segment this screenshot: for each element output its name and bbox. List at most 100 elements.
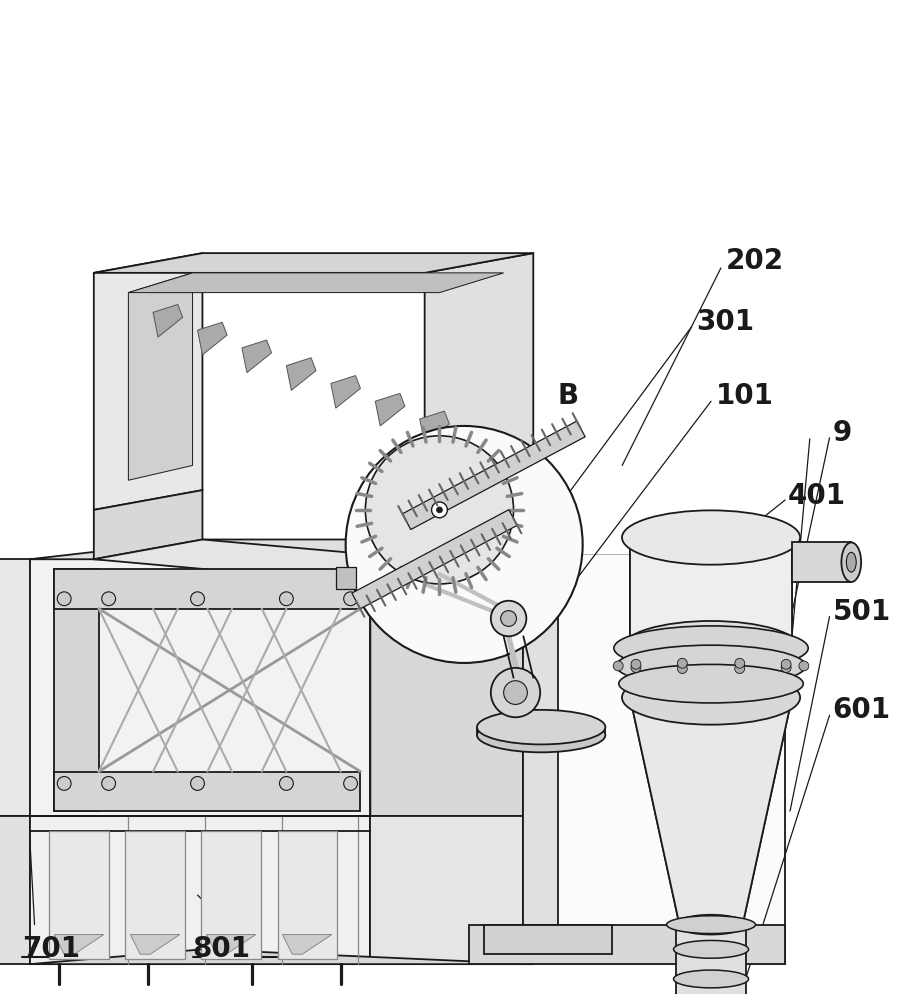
- Circle shape: [279, 592, 294, 606]
- Polygon shape: [94, 273, 197, 490]
- Polygon shape: [331, 376, 360, 408]
- Polygon shape: [197, 322, 227, 355]
- Circle shape: [346, 426, 583, 663]
- Circle shape: [432, 502, 448, 518]
- Polygon shape: [153, 304, 183, 337]
- Ellipse shape: [614, 626, 808, 670]
- Circle shape: [735, 664, 744, 673]
- Circle shape: [343, 777, 358, 790]
- Polygon shape: [30, 559, 370, 816]
- Ellipse shape: [674, 970, 749, 988]
- Circle shape: [191, 592, 205, 606]
- Polygon shape: [202, 831, 260, 959]
- Text: 9: 9: [833, 419, 851, 447]
- Ellipse shape: [677, 915, 746, 935]
- Polygon shape: [125, 831, 185, 959]
- Circle shape: [491, 668, 541, 717]
- Polygon shape: [366, 554, 528, 574]
- Circle shape: [279, 777, 294, 790]
- Polygon shape: [484, 925, 613, 954]
- Polygon shape: [54, 569, 99, 811]
- Polygon shape: [94, 540, 424, 579]
- Circle shape: [678, 658, 687, 668]
- Polygon shape: [403, 421, 585, 530]
- Polygon shape: [366, 589, 494, 607]
- Circle shape: [58, 777, 71, 790]
- Ellipse shape: [622, 510, 800, 565]
- Circle shape: [102, 592, 115, 606]
- Ellipse shape: [619, 664, 804, 703]
- Ellipse shape: [674, 940, 749, 958]
- Ellipse shape: [842, 542, 861, 582]
- Polygon shape: [630, 538, 792, 648]
- Polygon shape: [131, 935, 179, 954]
- Text: 401: 401: [788, 482, 846, 510]
- Polygon shape: [94, 253, 203, 510]
- Polygon shape: [424, 485, 533, 559]
- Circle shape: [504, 681, 527, 704]
- Circle shape: [678, 664, 687, 673]
- Polygon shape: [94, 253, 533, 273]
- Polygon shape: [242, 340, 271, 373]
- Polygon shape: [30, 540, 533, 559]
- Polygon shape: [376, 393, 405, 426]
- Polygon shape: [282, 935, 332, 954]
- Polygon shape: [424, 253, 533, 505]
- Polygon shape: [420, 411, 450, 444]
- Polygon shape: [128, 273, 504, 293]
- Polygon shape: [278, 831, 337, 959]
- Polygon shape: [30, 949, 533, 964]
- Circle shape: [614, 661, 623, 671]
- Ellipse shape: [667, 916, 755, 934]
- Circle shape: [781, 659, 791, 669]
- Circle shape: [343, 592, 358, 606]
- Polygon shape: [336, 567, 356, 589]
- Ellipse shape: [622, 621, 800, 675]
- Polygon shape: [206, 935, 256, 954]
- Text: 301: 301: [696, 308, 754, 336]
- Circle shape: [501, 611, 516, 626]
- Polygon shape: [523, 554, 558, 935]
- Text: 601: 601: [833, 696, 890, 724]
- Polygon shape: [54, 935, 104, 954]
- Polygon shape: [630, 698, 792, 925]
- Circle shape: [102, 777, 115, 790]
- Circle shape: [58, 592, 71, 606]
- Polygon shape: [469, 925, 785, 964]
- Polygon shape: [50, 831, 109, 959]
- Polygon shape: [30, 816, 370, 964]
- Polygon shape: [677, 925, 746, 1000]
- Ellipse shape: [477, 718, 605, 752]
- Text: 202: 202: [726, 247, 784, 275]
- Polygon shape: [0, 816, 30, 964]
- Circle shape: [366, 436, 514, 584]
- Text: 101: 101: [716, 382, 774, 410]
- Polygon shape: [370, 816, 533, 964]
- Polygon shape: [54, 569, 360, 609]
- Circle shape: [631, 663, 641, 672]
- Circle shape: [735, 658, 744, 668]
- Text: B: B: [558, 382, 579, 410]
- Polygon shape: [128, 273, 193, 480]
- Circle shape: [191, 777, 205, 790]
- Text: 801: 801: [193, 935, 250, 963]
- Circle shape: [781, 663, 791, 672]
- Circle shape: [799, 661, 809, 671]
- Circle shape: [436, 507, 442, 513]
- Ellipse shape: [477, 710, 605, 744]
- Circle shape: [491, 601, 526, 636]
- Polygon shape: [360, 547, 405, 581]
- Polygon shape: [94, 490, 203, 559]
- Ellipse shape: [846, 552, 856, 572]
- Polygon shape: [792, 542, 851, 582]
- Polygon shape: [370, 540, 533, 816]
- Polygon shape: [352, 510, 517, 609]
- Polygon shape: [0, 559, 30, 816]
- Text: 501: 501: [833, 598, 890, 626]
- Polygon shape: [287, 358, 316, 390]
- Ellipse shape: [616, 645, 805, 687]
- Polygon shape: [54, 772, 360, 811]
- Circle shape: [631, 659, 641, 669]
- Polygon shape: [523, 554, 785, 964]
- Text: 701: 701: [22, 935, 79, 963]
